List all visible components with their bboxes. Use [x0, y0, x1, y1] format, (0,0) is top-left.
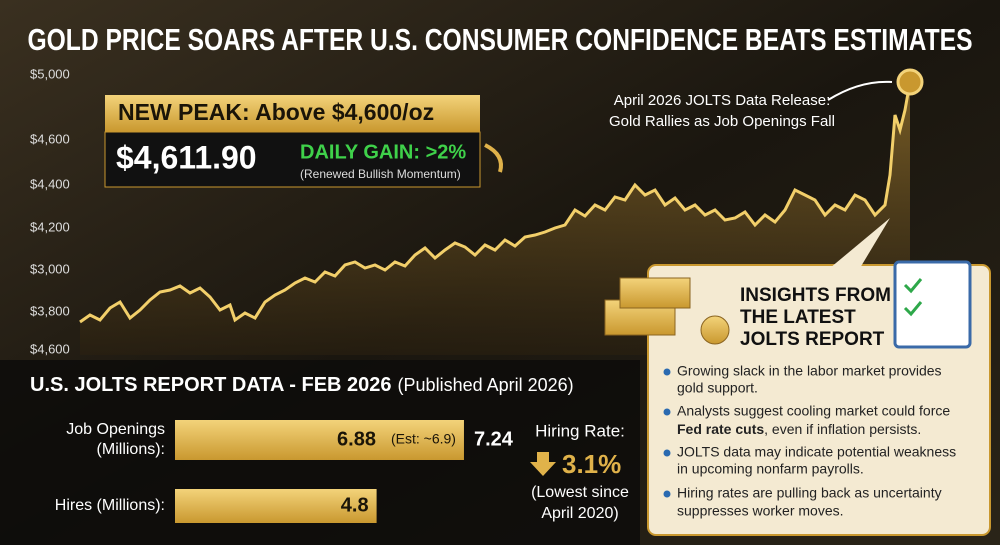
hiring-value: 3.1% [562, 449, 621, 479]
check-icon [903, 278, 923, 317]
row-label: (Millions): [97, 441, 165, 458]
clipboard-icon [893, 260, 972, 349]
callout-header [105, 95, 480, 132]
jolts-subtitle: (Published April 2026) [398, 375, 574, 395]
gold-bar-icon [619, 277, 691, 309]
bullet-emphasis: Fed rate cuts [677, 421, 764, 437]
bullet-dot [663, 368, 671, 376]
annotation-line: April 2026 JOLTS Data Release: [614, 92, 831, 109]
title: GOLD PRICE SOARS AFTER U.S. CONSUMER CON… [28, 22, 973, 57]
row-label: Hires (Millions): [55, 497, 165, 514]
insights-panel: INSIGHTS FROM THE LATEST JOLTS REPORT Gr… [604, 218, 991, 536]
bullet-dot [663, 490, 671, 498]
bar-value: 6.88 [337, 428, 376, 450]
insights-title: JOLTS REPORT [740, 329, 885, 350]
bar-value: 4.8 [341, 494, 369, 516]
bullet-dot [663, 449, 671, 457]
bullet-dot [663, 408, 671, 416]
row-label: Job Openings [66, 421, 165, 438]
axis-label: $3,800 [30, 303, 70, 318]
pointer [830, 218, 890, 268]
bullet-text: gold support. [677, 380, 758, 396]
coin-icon [700, 315, 730, 345]
bullet-text: Fed rate cuts, even if inflation persist… [677, 421, 921, 437]
axis-label: $4,600 [30, 131, 70, 146]
bullet-text: in upcoming nonfarm payrolls. [677, 461, 864, 477]
hiring-note: April 2020) [541, 505, 618, 522]
down-arrow [530, 452, 556, 476]
axis-label: $5,000 [30, 66, 70, 81]
daily-gain: DAILY GAIN: >2% [300, 141, 466, 163]
axis-label: $4,400 [30, 176, 70, 191]
axis-label: $4,600 [30, 341, 70, 356]
callout-heading: NEW PEAK: Above $4,600/oz [118, 99, 434, 125]
bullet-text-part: , even if inflation persists. [764, 421, 921, 437]
hiring-label: Hiring Rate: [535, 421, 625, 440]
callout: NEW PEAK: Above $4,600/oz $4,611.90 DAIL… [104, 95, 481, 188]
jolts-title-text: U.S. JOLTS REPORT DATA - FEB 2026 [30, 374, 392, 396]
bar [175, 420, 464, 460]
insights-title: THE LATEST [740, 307, 856, 328]
gain-note: (Renewed Bullish Momentum) [300, 167, 461, 181]
peak-marker [896, 68, 924, 96]
bullet-text: suppresses worker moves. [677, 503, 844, 519]
price: $4,611.90 [116, 139, 257, 175]
bullet-text: Analysts suggest cooling market could fo… [677, 403, 950, 419]
price-line [79, 81, 912, 324]
jolts-title: U.S. JOLTS REPORT DATA - FEB 2026 (Publis… [30, 374, 574, 396]
bar [175, 489, 377, 523]
bar-note: (Est: ~6.9) [391, 431, 456, 447]
callout-arrow [484, 143, 503, 173]
bullet-text: JOLTS data may indicate potential weakne… [677, 444, 956, 460]
axis-label: $4,200 [30, 219, 70, 234]
insights-title: INSIGHTS FROM [740, 285, 891, 306]
hiring-note: (Lowest since [531, 484, 629, 501]
bullet-text: Growing slack in the labor market provid… [677, 363, 942, 379]
annotation-arrow [827, 80, 893, 101]
annotation-line: Gold Rallies as Job Openings Fall [609, 113, 835, 130]
axis-label: $3,000 [30, 261, 70, 276]
callout-body [104, 131, 481, 188]
bullet-text: Hiring rates are pulling back as uncerta… [677, 485, 942, 501]
prior-value: 7.24 [474, 428, 514, 450]
